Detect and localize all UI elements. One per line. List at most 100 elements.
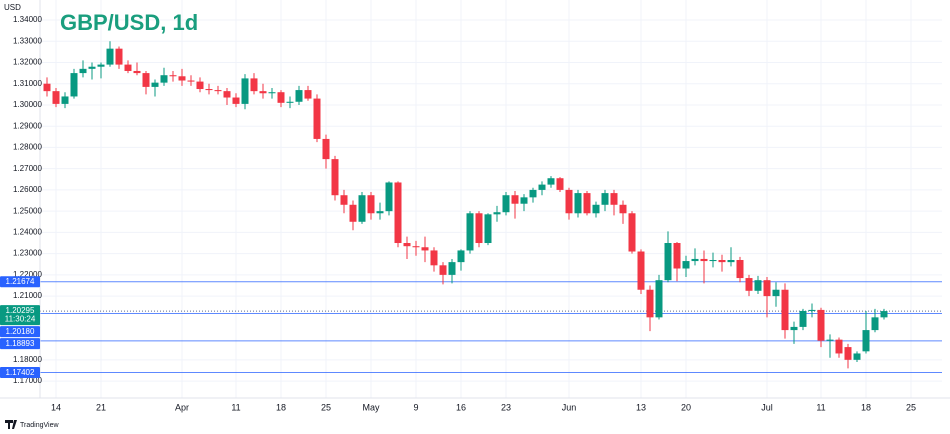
labels: 1.34000 1.33000 1.32000 1.31000 1.30000 1.290… [0, 15, 916, 412]
y-tick-label: 1.27000 [13, 164, 42, 173]
candle-body [223, 91, 231, 98]
x-tick-label: 18 [861, 402, 871, 412]
y-tick-label: 1.26000 [13, 185, 42, 194]
axis-unit: USD [4, 3, 21, 12]
candle-body [826, 339, 834, 341]
label-text: 1.17402 [6, 368, 35, 377]
candle-body [601, 193, 609, 205]
candle-body [115, 48, 123, 65]
candle-body [574, 193, 582, 214]
candle-body [61, 96, 69, 104]
candle-body [835, 339, 843, 354]
level-label: 1.20180 [0, 326, 40, 338]
candle-body [304, 90, 312, 99]
candle-body [259, 91, 267, 94]
label-time: 11:30:24 [5, 315, 36, 324]
x-tick-label: 20 [681, 402, 691, 412]
candle-body [754, 280, 762, 291]
chart-title: GBP/USD, 1d [60, 10, 198, 35]
candle-body [340, 195, 348, 205]
candle-body [502, 195, 510, 213]
candle-body [313, 98, 321, 139]
candle-body [457, 250, 465, 263]
candle-body [448, 262, 456, 275]
candle-body [160, 75, 168, 83]
y-tick-label: 1.28000 [13, 143, 42, 152]
candle-body [331, 159, 339, 196]
x-tick-label: Jun [562, 402, 577, 412]
candle-body [592, 204, 600, 214]
candle-body [376, 211, 384, 214]
candle-body [862, 330, 870, 352]
grid [40, 0, 942, 398]
candle-body [538, 184, 546, 190]
candle-body [439, 265, 447, 275]
candle-body [844, 347, 852, 360]
candle-body [70, 73, 78, 97]
label-text: 1.20180 [6, 327, 35, 336]
candle-body [403, 243, 411, 247]
candle-body [286, 101, 294, 103]
candle-body [466, 213, 474, 251]
candle-body [412, 246, 420, 248]
candle-body [142, 73, 150, 87]
y-tick-label: 1.32000 [13, 58, 42, 67]
x-tick-label: 21 [96, 402, 106, 412]
candle-body [196, 81, 204, 90]
candle-body [556, 178, 564, 190]
candle-body [250, 78, 258, 92]
candle-body [277, 92, 285, 103]
candle-body [700, 258, 708, 262]
candle-body [682, 261, 690, 269]
label-box [0, 367, 40, 379]
candle-body [349, 204, 357, 222]
y-tick-label: 1.21000 [13, 291, 42, 300]
label-box [0, 326, 40, 338]
candle-body [232, 97, 240, 104]
candle-body [790, 326, 798, 331]
candle-body [187, 80, 195, 82]
logo [5, 420, 17, 429]
candle-body [520, 197, 528, 204]
level-label: 1.17402 [0, 367, 40, 379]
candle-body [718, 260, 726, 263]
candle-body [529, 189, 537, 198]
x-tick-label: 11 [231, 402, 240, 412]
candle-body [169, 75, 177, 77]
candle-body [781, 289, 789, 331]
candle-body [295, 90, 303, 102]
x-tick-label: 14 [51, 402, 61, 412]
candle-body [853, 353, 861, 360]
candle-body [799, 310, 807, 327]
candle-body [79, 68, 87, 74]
label-box [0, 338, 40, 350]
candle-body [430, 250, 438, 266]
candle-body [664, 243, 672, 281]
y-tick-label: 1.23000 [13, 249, 42, 258]
y-tick-label: 1.33000 [13, 36, 42, 45]
label-text: 1.21674 [6, 277, 35, 286]
y-tick-label: 1.29000 [13, 121, 42, 130]
x-tick-label: 9 [413, 402, 418, 412]
label-text: 1.18893 [6, 339, 35, 348]
candle-body [610, 193, 618, 205]
x-tick-label: Apr [175, 402, 189, 412]
candle-body [133, 70, 141, 74]
candle-body [268, 92, 276, 94]
candle-body [817, 309, 825, 341]
label-text: 1.20295 [6, 306, 35, 315]
candle-body [628, 213, 636, 252]
candle-body [619, 204, 627, 214]
candle-body [709, 260, 717, 262]
candle-body [52, 91, 60, 104]
candle-body [673, 243, 681, 269]
candle-body [565, 189, 573, 214]
candle-body [367, 195, 375, 214]
candle-body [322, 138, 330, 160]
candle-body [871, 317, 879, 331]
level-label: 1.18893 [0, 338, 40, 350]
candle-body [637, 251, 645, 290]
candle-body [583, 193, 591, 214]
